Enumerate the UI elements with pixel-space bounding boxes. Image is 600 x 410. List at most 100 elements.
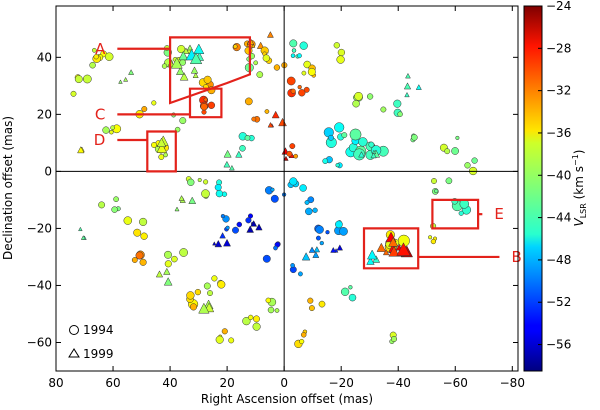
data-point-1994: [434, 188, 439, 194]
data-point-1994: [397, 111, 403, 117]
data-point-1999: [77, 146, 85, 154]
region-c-label: C: [95, 105, 105, 123]
data-point-1994: [411, 134, 418, 141]
x-tick-label: 40: [162, 376, 177, 390]
data-point-1994: [464, 162, 471, 169]
data-point-1999: [271, 110, 280, 119]
data-point-1994: [242, 316, 251, 326]
data-point-1999: [214, 239, 223, 248]
data-point-1994: [312, 207, 318, 213]
x-tick-label: −40: [386, 376, 411, 390]
data-point-1999: [163, 277, 173, 286]
data-point-1999: [255, 223, 263, 231]
y-tick-label: 20: [37, 107, 52, 121]
data-point-1999: [156, 137, 167, 147]
data-point-1994: [339, 227, 348, 236]
data-point-1994: [471, 157, 478, 164]
x-tick-label: 20: [219, 376, 234, 390]
data-point-1994: [113, 196, 119, 203]
data-point-1994: [267, 306, 275, 314]
data-point-1994: [236, 221, 243, 228]
data-point-1994: [299, 41, 308, 50]
data-point-1994: [307, 67, 316, 76]
data-point-1994: [201, 189, 210, 199]
data-point-1994: [445, 177, 453, 185]
data-point-1999: [174, 206, 180, 212]
data-point-1994: [289, 177, 298, 186]
data-point-1994: [315, 235, 321, 241]
colorbar-title-unit: (km s: [572, 166, 586, 203]
data-point-1994: [290, 263, 295, 268]
legend-label-1994: 1994: [83, 323, 114, 337]
data-point-1994: [458, 210, 464, 216]
data-point-1999: [80, 235, 86, 240]
data-point-1994: [177, 45, 186, 54]
data-point-1994: [430, 238, 437, 245]
data-point-1999: [219, 232, 226, 239]
data-point-1999: [405, 72, 411, 79]
data-point-1994: [252, 322, 261, 331]
data-point-1994: [233, 44, 238, 49]
colorbar-tick-label: −32: [546, 84, 571, 98]
data-point-1999: [229, 164, 235, 171]
data-point-1994: [203, 179, 209, 185]
data-point-1994: [274, 308, 280, 313]
data-point-1994: [102, 126, 110, 134]
data-point-1999: [404, 91, 410, 98]
data-point-1994: [203, 282, 211, 290]
data-point-1999: [283, 155, 289, 161]
data-point-1999: [190, 66, 199, 74]
data-point-1994: [390, 335, 398, 343]
y-axis-ticks: −60 −40 −20 0 20 40: [27, 50, 518, 349]
x-tick-label: 80: [48, 376, 63, 390]
data-point-1994: [131, 257, 138, 263]
data-point-1994: [354, 91, 363, 101]
data-point-1994: [348, 285, 353, 290]
data-point-1999: [223, 238, 231, 247]
data-point-1994: [151, 100, 157, 106]
region-d-label: D: [94, 131, 106, 149]
data-point-1994: [273, 64, 281, 71]
data-point-1999: [188, 196, 197, 204]
data-point-1994: [194, 288, 202, 296]
legend-triangle-marker: [68, 348, 80, 358]
region-b-label: B: [511, 248, 521, 266]
data-point-1994: [299, 184, 307, 192]
data-point-1994: [140, 232, 148, 240]
data-point-1994: [98, 201, 106, 209]
data-point-1994: [270, 194, 279, 203]
colorbar-tick-label: −28: [546, 41, 571, 55]
data-point-1994: [322, 158, 329, 164]
data-point-1994: [299, 338, 305, 345]
data-point-1994: [341, 132, 348, 139]
data-point-1994: [340, 287, 350, 296]
data-point-1994: [248, 314, 254, 321]
data-point-1999: [189, 52, 203, 65]
data-point-1994: [253, 315, 260, 323]
data-point-1994: [265, 297, 272, 304]
region-a-box: [169, 36, 251, 105]
data-point-1994: [318, 300, 326, 308]
data-point-1999: [312, 251, 320, 258]
data-point-1999: [388, 236, 399, 247]
data-point-1994: [164, 250, 172, 259]
data-point-1994: [104, 52, 114, 61]
data-point-1994: [203, 97, 208, 102]
data-point-1999: [366, 256, 375, 265]
colorbar-tick-label: −52: [546, 295, 571, 309]
data-point-1994: [253, 60, 259, 66]
data-point-1999: [78, 226, 83, 232]
data-point-1994: [228, 337, 235, 344]
data-points: [70, 31, 478, 349]
data-point-1994: [333, 42, 340, 49]
data-point-1994: [262, 54, 270, 62]
data-point-1999: [178, 195, 185, 201]
data-point-1994: [298, 89, 306, 97]
data-point-1994: [451, 147, 459, 155]
data-point-1999: [198, 302, 210, 314]
data-point-1994: [215, 189, 224, 198]
data-point-1999: [358, 151, 365, 158]
data-point-1994: [319, 240, 324, 246]
data-point-1999: [193, 43, 205, 54]
data-point-1994: [133, 228, 142, 237]
